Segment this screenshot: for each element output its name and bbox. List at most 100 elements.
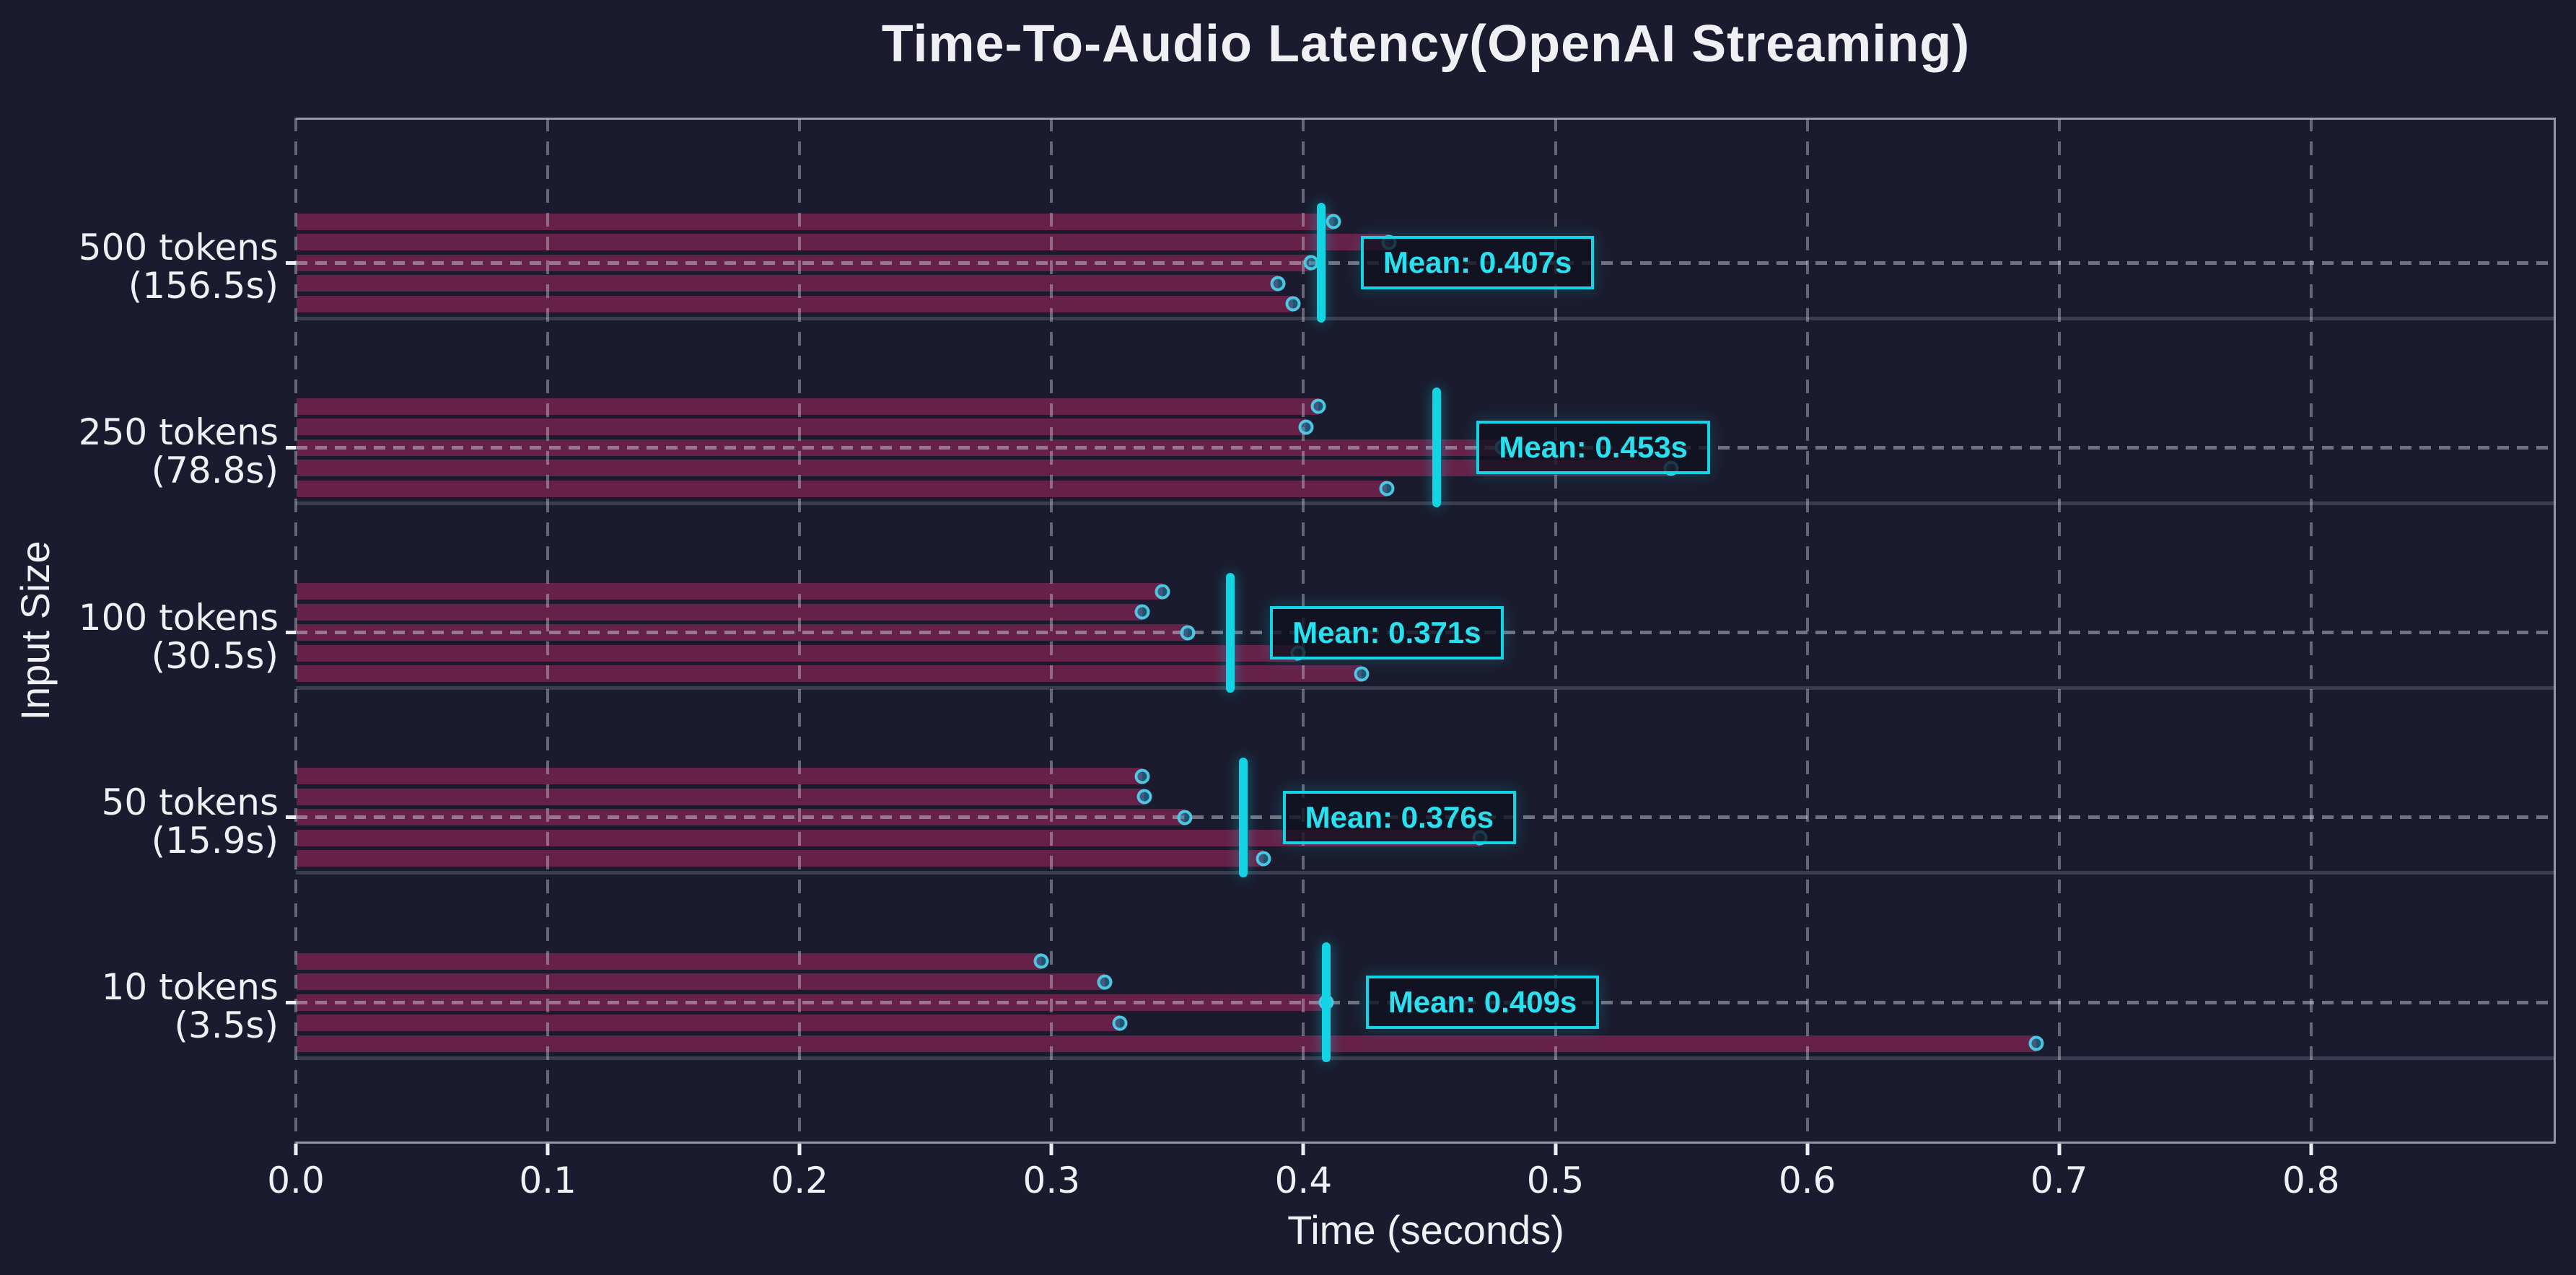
grid-line-vertical xyxy=(1805,118,1809,1144)
mean-label: Mean: 0.453s xyxy=(1476,421,1710,475)
grid-line-vertical xyxy=(294,118,297,1144)
mean-line xyxy=(1226,572,1235,693)
latency-bar xyxy=(297,439,1503,456)
x-tick-label: 0.2 xyxy=(771,1160,828,1201)
y-tick-label-duration: (78.8s) xyxy=(151,450,279,492)
y-tick-label: 250 tokens (78.8s) xyxy=(0,413,279,490)
latency-bar xyxy=(297,480,1387,497)
mean-label: Mean: 0.407s xyxy=(1360,236,1595,289)
group-separator xyxy=(296,501,2556,505)
x-tick-label: 0.1 xyxy=(519,1160,577,1201)
run-dot xyxy=(1134,768,1150,784)
latency-bar xyxy=(297,234,1390,250)
run-dot xyxy=(2028,1035,2044,1051)
group-separator xyxy=(296,871,2556,875)
latency-bar xyxy=(297,788,1145,805)
mean-label: Mean: 0.376s xyxy=(1282,790,1517,844)
latency-bar xyxy=(297,624,1188,641)
y-tick-label-duration: (30.5s) xyxy=(151,634,279,677)
latency-bar xyxy=(297,295,1294,312)
y-tick-label-tokens: 10 tokens xyxy=(101,966,279,1008)
mean-label: Mean: 0.409s xyxy=(1365,976,1600,1029)
run-dot xyxy=(1379,481,1395,496)
latency-bar xyxy=(297,213,1334,230)
mean-line xyxy=(1432,387,1442,508)
latency-bar xyxy=(297,994,1326,1011)
x-tick-label: 0.4 xyxy=(1274,1160,1333,1201)
mean-label: Mean: 0.371s xyxy=(1270,605,1504,660)
latency-bar xyxy=(297,254,1311,271)
latency-bar xyxy=(297,850,1263,867)
run-dot xyxy=(1326,214,1341,229)
run-dot xyxy=(1270,276,1286,291)
y-tick-label-tokens: 250 tokens xyxy=(78,411,279,454)
x-tick xyxy=(546,1144,550,1155)
grid-line-vertical xyxy=(2057,118,2061,1144)
latency-bar xyxy=(297,419,1306,436)
run-dot xyxy=(1112,1015,1128,1030)
latency-bar xyxy=(297,665,1362,682)
y-tick-label-duration: (3.5s) xyxy=(174,1004,279,1046)
group-separator xyxy=(296,686,2556,690)
run-dot xyxy=(1134,604,1150,620)
latency-bar xyxy=(297,1015,1120,1031)
x-tick-label: 0.3 xyxy=(1022,1160,1081,1201)
plot-frame xyxy=(296,118,2556,1144)
run-dot xyxy=(1155,584,1170,599)
x-tick xyxy=(1554,1144,1557,1155)
run-dot xyxy=(1097,974,1113,989)
y-tick xyxy=(286,815,296,820)
run-dot xyxy=(1310,398,1326,414)
run-dot xyxy=(1354,666,1370,681)
x-tick-label: 0.5 xyxy=(1526,1160,1585,1201)
x-tick xyxy=(1805,1144,1810,1155)
grid-line-vertical xyxy=(1554,118,1557,1144)
plot-area: Mean: 0.407s Mean: 0.453s Mean: 0.371s Mean… xyxy=(294,118,2556,1144)
y-tick-label: 50 tokens (15.9s) xyxy=(0,781,279,860)
grid-line-vertical xyxy=(546,118,550,1144)
latency-bar xyxy=(297,952,1042,970)
x-tick xyxy=(1301,1144,1305,1155)
grid-line-vertical xyxy=(1050,118,1053,1144)
run-dot xyxy=(1256,851,1271,867)
x-tick xyxy=(2057,1144,2062,1155)
y-tick xyxy=(286,260,296,265)
latency-bar xyxy=(297,809,1186,826)
latency-bar xyxy=(297,829,1480,846)
y-tick-label-tokens: 100 tokens xyxy=(78,596,279,639)
mean-line xyxy=(1316,203,1326,323)
y-tick-label: 500 tokens (156.5s) xyxy=(0,229,279,305)
latency-bar xyxy=(297,398,1319,415)
y-tick xyxy=(286,445,296,450)
grid-line-vertical xyxy=(2309,118,2313,1144)
latency-bar xyxy=(297,583,1162,600)
latency-bar xyxy=(297,460,1672,477)
x-tick xyxy=(797,1144,802,1155)
latency-bar xyxy=(297,644,1299,662)
run-dot xyxy=(1298,419,1314,435)
x-tick xyxy=(2309,1144,2313,1155)
latency-bar xyxy=(297,275,1279,292)
group-separator xyxy=(296,1056,2556,1060)
run-dot xyxy=(1180,625,1196,640)
y-tick-label: 10 tokens (3.5s) xyxy=(0,968,279,1045)
mean-line xyxy=(1238,757,1248,877)
mean-line xyxy=(1321,942,1331,1062)
grid-line-vertical xyxy=(798,118,802,1144)
y-tick-label-tokens: 50 tokens xyxy=(101,781,279,823)
latency-bar xyxy=(297,768,1142,785)
group-center-line xyxy=(296,445,2556,450)
run-dot xyxy=(1177,810,1193,825)
y-tick-label: 100 tokens (30.5s) xyxy=(0,596,279,677)
x-tick-label: 0.7 xyxy=(2030,1160,2088,1201)
x-tick-label: 0.8 xyxy=(2282,1160,2340,1201)
x-tick-label: 0.6 xyxy=(1778,1160,1836,1201)
run-dot xyxy=(1033,953,1049,969)
y-tick xyxy=(286,631,296,634)
x-tick-label: 0.0 xyxy=(267,1160,325,1201)
latency-bar xyxy=(297,1035,2037,1052)
run-dot xyxy=(1136,789,1152,805)
y-tick-label-duration: (156.5s) xyxy=(128,265,279,307)
run-dot xyxy=(1285,296,1301,312)
